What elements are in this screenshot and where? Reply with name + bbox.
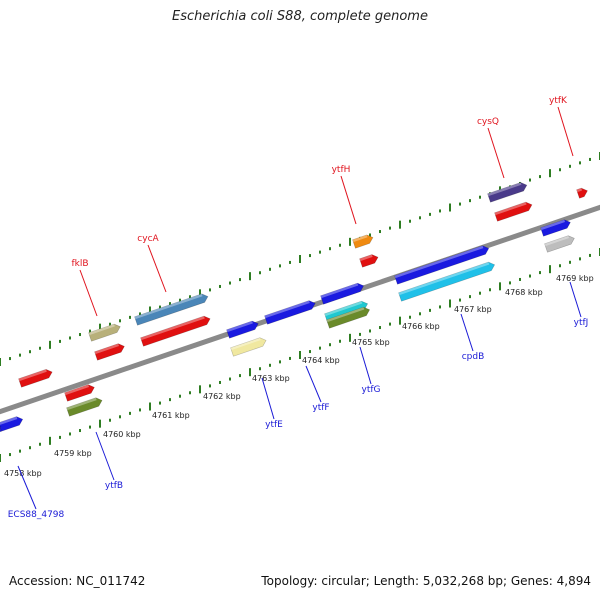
gene-arrow — [94, 343, 125, 361]
upper-tick-track — [0, 152, 600, 366]
gene-labels: fklB cycA ytfH cysQ ytfK ECS88_4798 ytfB ytfE yt… — [8, 96, 589, 520]
scale-tick-label: 4769 kbp — [556, 274, 594, 283]
scale-tick-label: 4762 kbp — [203, 392, 241, 401]
gene-label-upper: cycA — [137, 234, 159, 244]
scale-tick-label: 4764 kbp — [302, 356, 340, 365]
gene-arrow — [540, 219, 571, 237]
label-leader — [17, 465, 37, 510]
gene-arrow — [544, 235, 575, 253]
gene-arrow — [64, 384, 95, 402]
scale-tick-label: 4760 kbp — [103, 430, 141, 439]
gene-arrow — [398, 261, 496, 302]
gene-label-upper: ytfH — [332, 165, 351, 175]
label-leader — [95, 431, 115, 481]
scale-tick-label: 4768 kbp — [505, 288, 543, 297]
genome-summary-text: Topology: circular; Length: 5,032,268 bp… — [261, 574, 591, 588]
gene-arrow — [66, 397, 103, 417]
label-leader — [460, 313, 474, 352]
gene-arrow — [487, 182, 528, 203]
gene-arrow — [0, 422, 2, 434]
gene-arrow — [576, 187, 588, 199]
accession-text: Accession: NC_011742 — [9, 574, 146, 588]
label-leader — [147, 244, 167, 293]
scale-tick-label: 4761 kbp — [152, 411, 190, 420]
label-leader — [79, 269, 98, 317]
label-leader — [261, 377, 275, 420]
gene-label-lower: ECS88_4798 — [8, 510, 65, 520]
label-leader — [359, 346, 372, 385]
gene-arrow — [352, 234, 374, 249]
gene-label-lower: cpdB — [462, 352, 485, 362]
scale-tick-label: 4766 kbp — [402, 322, 440, 331]
gene-arrow — [494, 201, 533, 222]
gene-label-lower: ytfF — [312, 403, 329, 413]
gene-features — [0, 182, 588, 434]
scale-labels: 4758 kbp 4759 kbp 4760 kbp 4761 kbp 4762 kbp… — [4, 274, 594, 478]
gene-arrow — [226, 320, 259, 339]
label-leader — [487, 127, 505, 179]
gene-label-upper: ytfK — [549, 96, 568, 106]
scale-tick-label: 4763 kbp — [252, 374, 290, 383]
gene-label-lower: ytfJ — [574, 318, 589, 328]
gene-arrow — [264, 300, 316, 325]
label-leader — [569, 281, 582, 318]
label-leader — [557, 106, 574, 157]
lower-tick-track — [0, 248, 600, 462]
scale-tick-label: 4759 kbp — [54, 449, 92, 458]
gene-arrow — [134, 293, 209, 326]
gene-label-lower: ytfE — [265, 420, 283, 430]
scale-tick-label: 4765 kbp — [352, 338, 390, 347]
label-leader — [340, 175, 357, 225]
gene-arrow — [394, 245, 490, 285]
gene-label-lower: ytfG — [362, 385, 381, 395]
gene-arrow — [230, 337, 267, 357]
gene-arrow — [88, 323, 121, 342]
gene-arrow — [326, 306, 371, 329]
gene-arrow — [0, 416, 24, 432]
gene-arrow — [320, 282, 365, 305]
gene-label-upper: fklB — [71, 259, 88, 269]
figure-title: Escherichia coli S88, complete genome — [172, 9, 428, 24]
gene-arrow — [140, 315, 211, 347]
gene-label-upper: cysQ — [477, 117, 499, 127]
gene-arrow — [359, 254, 379, 268]
gene-arrow — [18, 369, 53, 388]
label-leader — [305, 365, 322, 403]
scale-tick-label: 4767 kbp — [454, 305, 492, 314]
gene-label-lower: ytfB — [105, 481, 123, 491]
scale-tick-label: 4758 kbp — [4, 469, 42, 478]
